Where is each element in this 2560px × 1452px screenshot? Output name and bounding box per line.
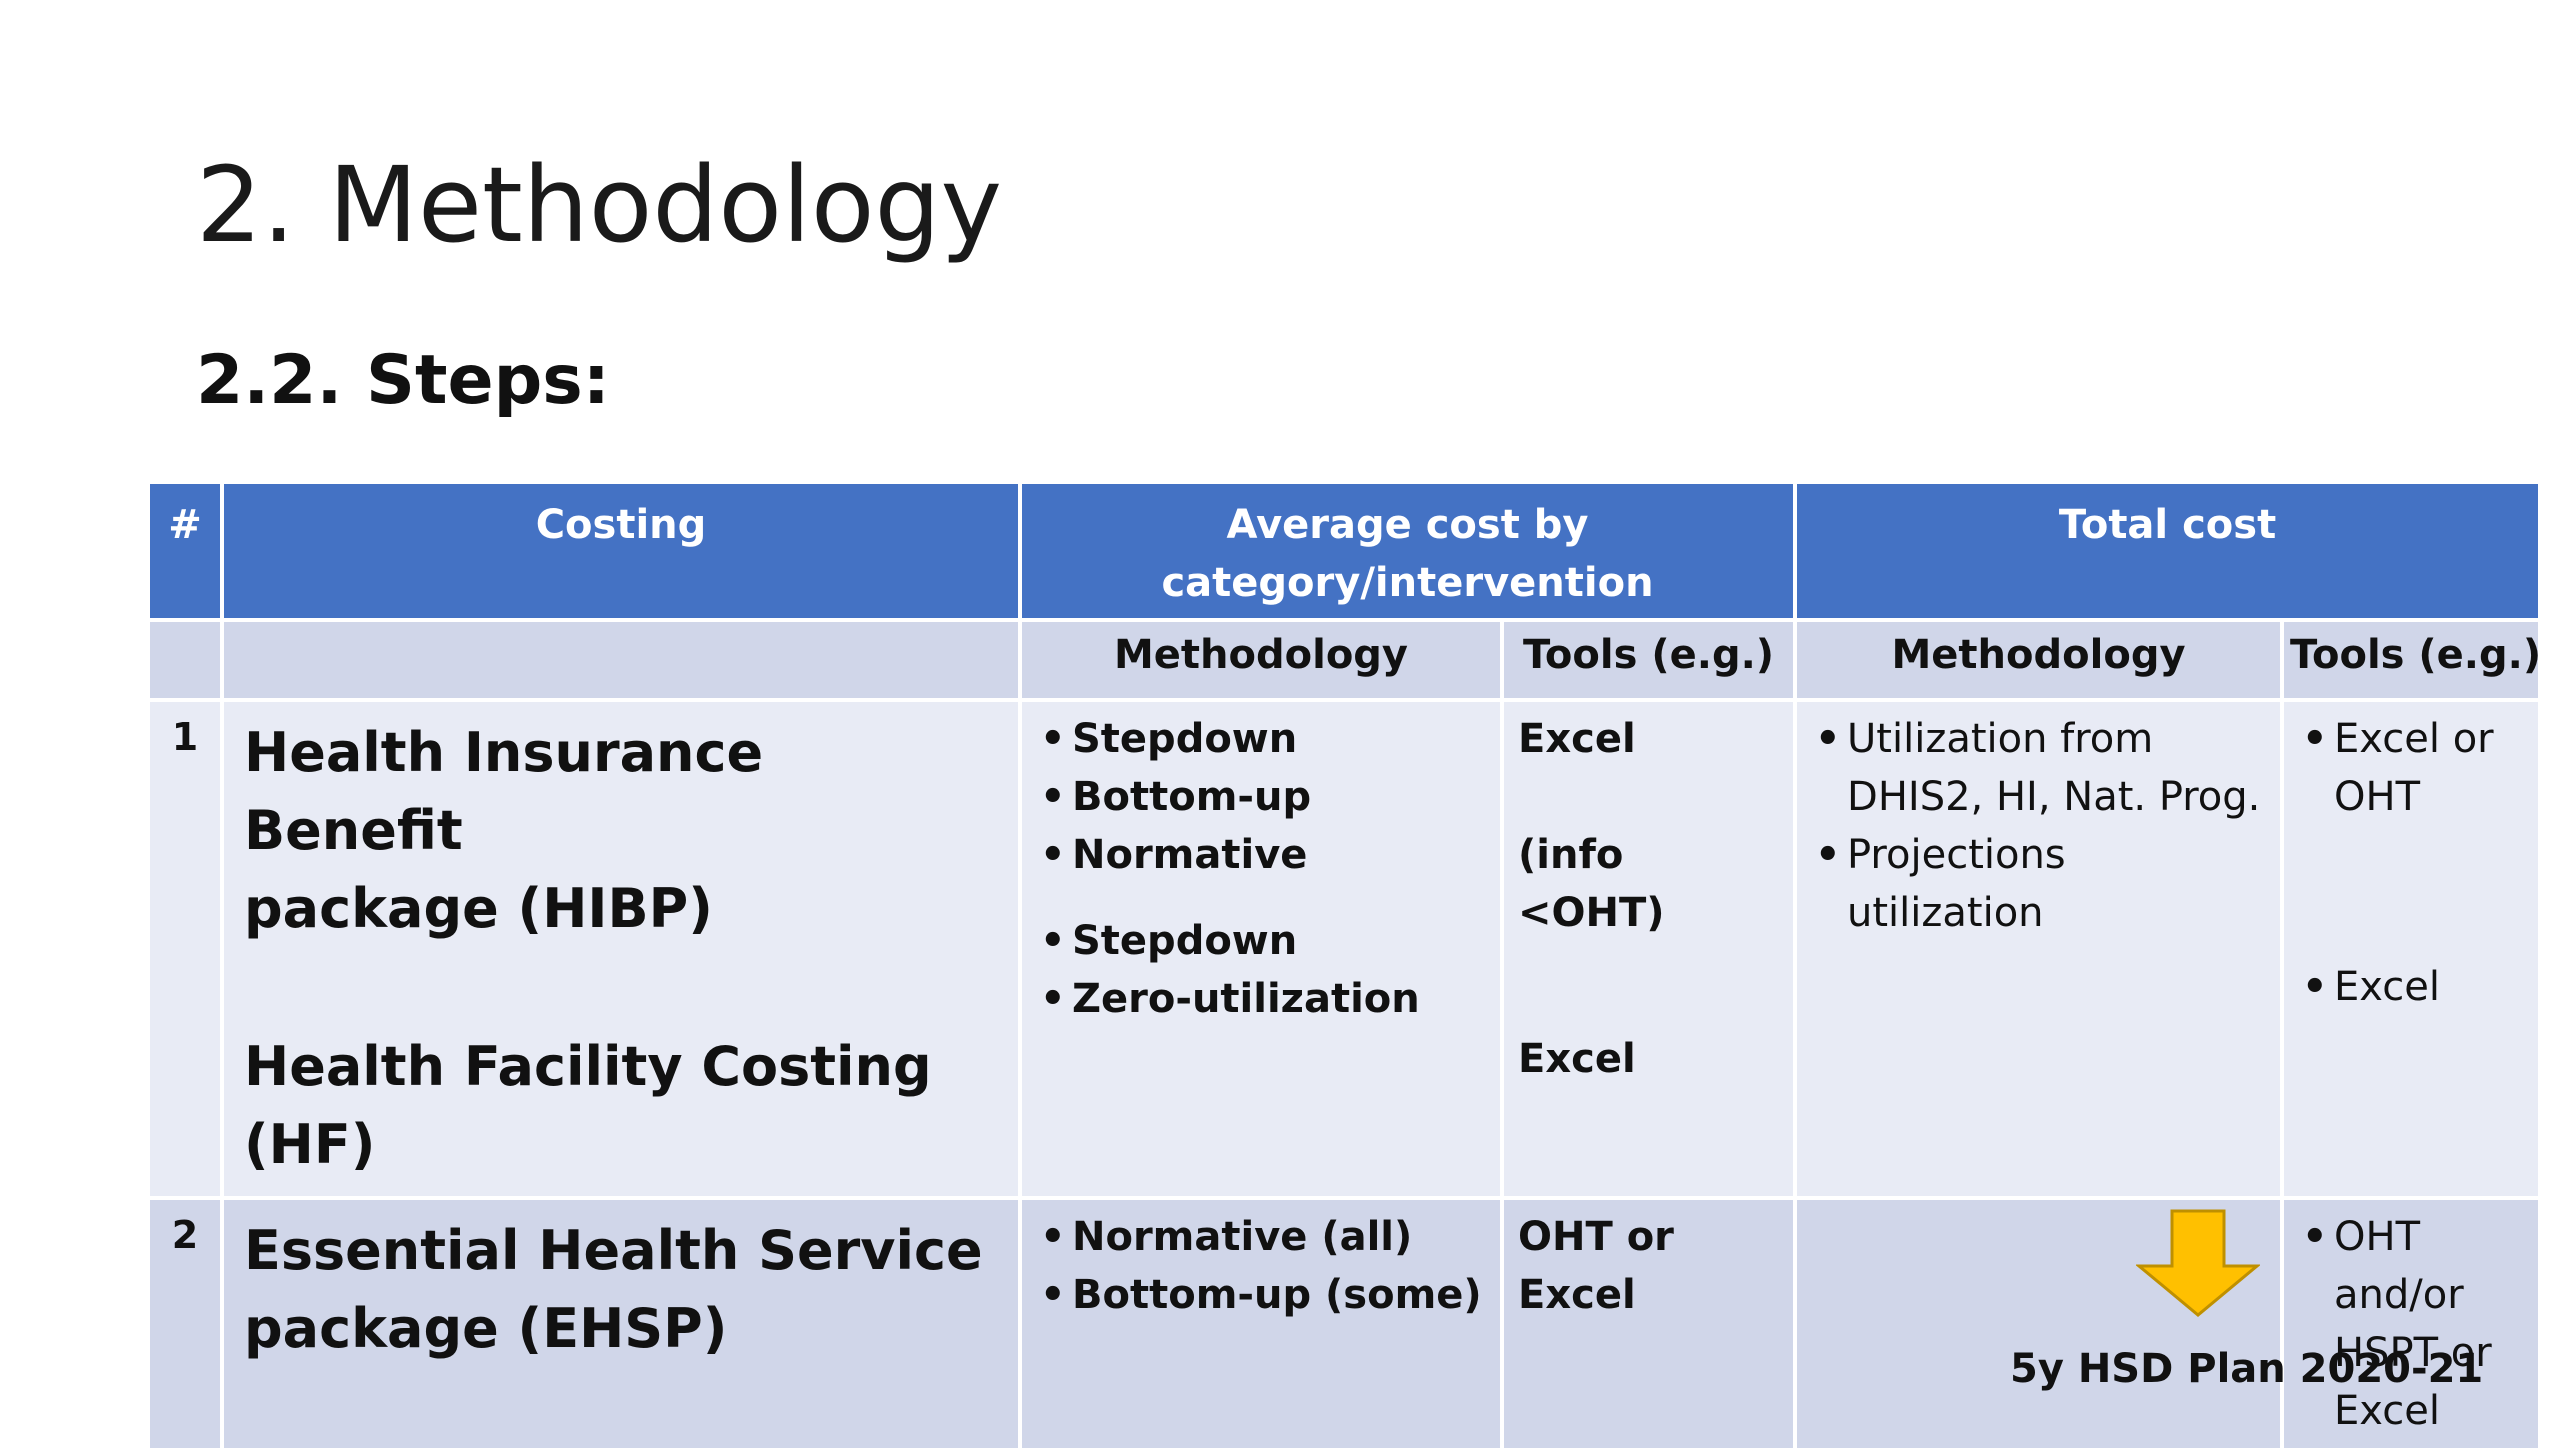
total-tools-list: Excel or OHT xyxy=(2298,710,2524,826)
avg-methodology-cell: Stepdown Bottom-up Normative Stepdown Ze… xyxy=(1018,698,1504,1200)
list-item: Projections utilization xyxy=(1811,826,2266,942)
subheader-total-methodology: Methodology xyxy=(1793,618,2285,702)
list-item: Normative xyxy=(1036,826,1486,884)
table-row: 1 Health Insurance Benefit package (HIBP… xyxy=(146,698,2543,1200)
costing-cell: Health Insurance Benefit package (HIBP) … xyxy=(220,698,1022,1200)
costing-hf: Health Facility Costing (HF) xyxy=(244,1035,932,1176)
subheader-empty-costing xyxy=(220,618,1022,702)
list-item: Bottom-up xyxy=(1036,768,1486,826)
header-costing: Costing xyxy=(220,480,1022,622)
tool-item: Excel xyxy=(1518,1036,1636,1082)
footnote-source: 5y HSD Plan 2020-21 xyxy=(2010,1346,2484,1392)
table-row: 2 Essential Health Service package (EHSP… xyxy=(146,1196,2543,1452)
list-item: Excel xyxy=(2298,958,2524,1016)
avg-methodology-list-b: Stepdown Zero-utilization xyxy=(1036,912,1486,1028)
header-number: # xyxy=(146,480,224,622)
avg-tools-cell: OHT or Excel xyxy=(1499,1196,1798,1452)
header-average-cost-line1: Average cost by xyxy=(1226,502,1589,548)
tool-item: (info <OHT) xyxy=(1518,832,1665,936)
table-header-row: # Costing Average cost by category/inter… xyxy=(146,480,2543,622)
down-arrow-shape xyxy=(2136,1209,2260,1317)
slide-title: 2. Methodology xyxy=(196,144,1003,266)
subheader-total-tools: Tools (e.g.) xyxy=(2280,618,2543,702)
total-methodology-cell: Utilization from DHIS2, HI, Nat. Prog. P… xyxy=(1793,698,2285,1200)
total-methodology-list: Utilization from DHIS2, HI, Nat. Prog. P… xyxy=(1811,710,2266,942)
table-subheader-row: Methodology Tools (e.g.) Methodology Too… xyxy=(146,618,2543,702)
avg-methodology-list-a: Stepdown Bottom-up Normative xyxy=(1036,710,1486,884)
subheader-avg-tools: Tools (e.g.) xyxy=(1499,618,1798,702)
avg-tools-cell: Excel (info <OHT) Excel xyxy=(1499,698,1798,1200)
total-tools-cell: Excel or OHT Excel xyxy=(2280,698,2543,1200)
list-item: Bottom-up (some) xyxy=(1036,1266,1486,1324)
costing-ehsp-line2: package (EHSP) xyxy=(244,1297,728,1360)
list-item: Excel or OHT xyxy=(2298,710,2524,826)
header-average-cost-line2: category/intervention xyxy=(1161,560,1654,606)
costing-cell: Essential Health Service package (EHSP) xyxy=(220,1196,1022,1452)
list-item: Utilization from DHIS2, HI, Nat. Prog. xyxy=(1811,710,2266,826)
tool-item: OHT or Excel xyxy=(1518,1214,1674,1318)
row-number: 2 xyxy=(146,1196,224,1452)
costing-hibp-line2: package (HIBP) xyxy=(244,877,713,940)
total-tools-list: OHT and/or HSPT or Excel xyxy=(2298,1208,2524,1440)
list-item: OHT and/or HSPT or Excel xyxy=(2298,1208,2524,1440)
list-item: Stepdown xyxy=(1036,710,1486,768)
subheader-avg-methodology: Methodology xyxy=(1018,618,1504,702)
list-item: Normative (all) xyxy=(1036,1208,1486,1266)
steps-table: # Costing Average cost by category/inter… xyxy=(146,480,2543,1452)
list-item: Zero-utilization xyxy=(1036,970,1486,1028)
total-tools-list-b: Excel xyxy=(2298,958,2524,1016)
list-item: Stepdown xyxy=(1036,912,1486,970)
costing-ehsp-line1: Essential Health Service xyxy=(244,1219,983,1282)
avg-methodology-list: Normative (all) Bottom-up (some) xyxy=(1036,1208,1486,1324)
header-average-cost: Average cost by category/intervention xyxy=(1017,480,1798,622)
avg-methodology-cell: Normative (all) Bottom-up (some) xyxy=(1018,1196,1504,1452)
row-number: 1 xyxy=(146,698,224,1200)
total-tools-cell: OHT and/or HSPT or Excel xyxy=(2280,1196,2543,1452)
costing-hibp-line1: Health Insurance Benefit xyxy=(244,721,764,862)
subheader-empty-number xyxy=(146,618,224,702)
down-arrow-icon xyxy=(2136,1209,2260,1317)
tool-item: Excel xyxy=(1518,716,1636,762)
slide-subtitle: 2.2. Steps: xyxy=(196,341,610,420)
header-total-cost: Total cost xyxy=(1793,480,2543,622)
